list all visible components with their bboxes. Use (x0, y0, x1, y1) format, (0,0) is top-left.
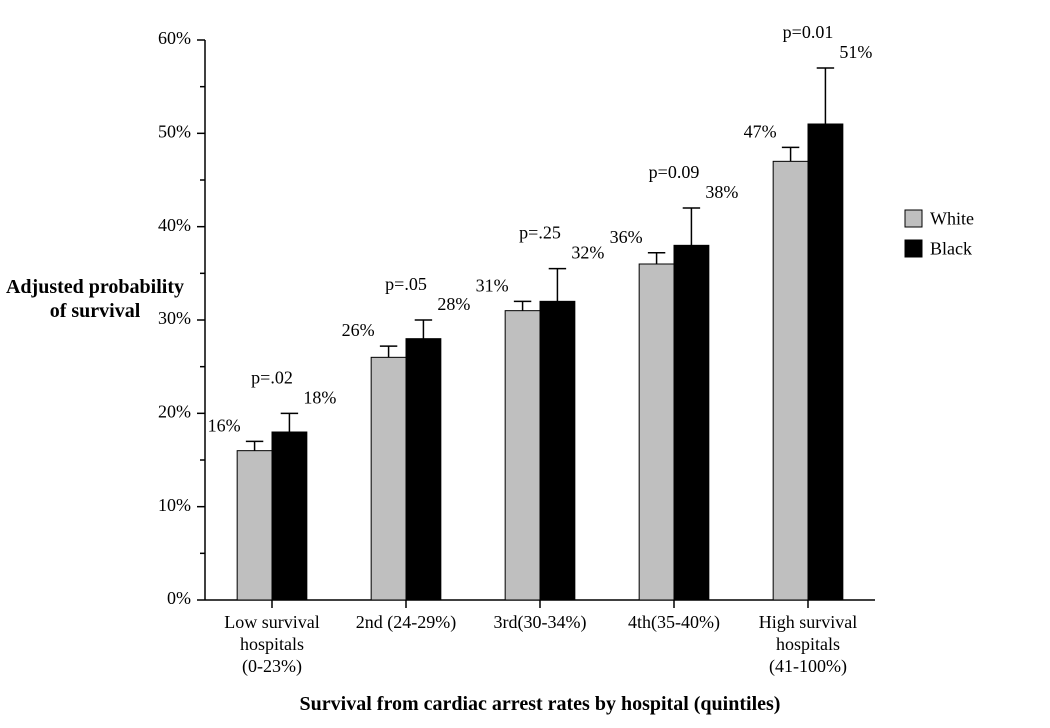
y-tick-label: 10% (158, 495, 191, 515)
legend-swatch (905, 240, 922, 257)
bar-value-label: 31% (476, 275, 509, 295)
y-tick-label: 0% (167, 588, 191, 608)
bar-value-label: 16% (208, 415, 241, 435)
legend-swatch (905, 210, 922, 227)
x-tick-label: 4th(35-40%) (628, 612, 720, 633)
p-value-label: p=0.01 (783, 22, 834, 42)
y-tick-label: 60% (158, 28, 191, 48)
bar-value-label: 18% (303, 387, 336, 407)
legend-label: White (930, 208, 974, 228)
chart-container: 0%10%20%30%40%50%60%Adjusted probability… (0, 0, 1050, 728)
p-value-label: p=0.09 (649, 162, 700, 182)
bar-value-label: 32% (571, 243, 604, 263)
bar-value-label: 36% (610, 227, 643, 247)
bar-black (272, 432, 307, 600)
bar-white (371, 357, 406, 600)
bar-white (505, 311, 540, 600)
bar-value-label: 26% (342, 320, 375, 340)
legend-label: Black (930, 238, 972, 258)
bar-value-label: 51% (839, 42, 872, 62)
p-value-label: p=.25 (519, 223, 561, 243)
x-axis-label: Survival from cardiac arrest rates by ho… (300, 693, 781, 715)
bar-white (639, 264, 674, 600)
x-tick-label: 3rd(30-34%) (494, 612, 587, 633)
x-tick-label: 2nd (24-29%) (356, 612, 456, 633)
bar-white (773, 161, 808, 600)
p-value-label: p=.02 (251, 367, 293, 387)
survival-bar-chart: 0%10%20%30%40%50%60%Adjusted probability… (0, 0, 1050, 728)
bar-value-label: 38% (705, 182, 738, 202)
bar-white (237, 451, 272, 600)
y-tick-label: 50% (158, 121, 191, 141)
bar-black (674, 245, 709, 600)
bar-black (406, 339, 441, 600)
p-value-label: p=.05 (385, 274, 427, 294)
y-tick-label: 20% (158, 401, 191, 421)
y-tick-label: 40% (158, 215, 191, 235)
bar-black (808, 124, 843, 600)
bar-value-label: 28% (437, 294, 470, 314)
bar-value-label: 47% (744, 121, 777, 141)
y-tick-label: 30% (158, 308, 191, 328)
bar-black (540, 301, 575, 600)
